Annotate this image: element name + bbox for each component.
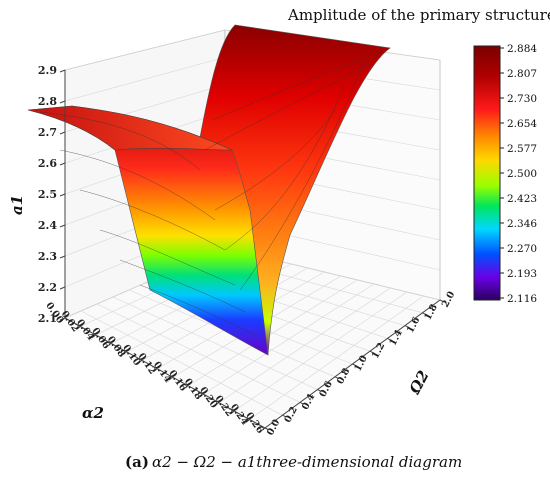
x-tick-mark [183,385,189,390]
surface [27,24,391,356]
mesh-line [214,109,336,211]
colorbar-tick-label: 2.884 [507,43,537,55]
y-tick-mark [404,325,410,329]
mesh-line [204,63,371,151]
z-tick-label: 2.3 [38,250,57,263]
colorbar-tick-label: 2.500 [507,168,537,180]
colorbar-tick-label: 2.346 [507,218,537,230]
x-tick-mark [168,376,173,381]
y-tick-mark [334,376,340,380]
y-tick-mark [317,389,322,393]
z-tick-label: 2.1 [38,312,57,325]
colorbar-tick-label: 2.193 [507,268,537,280]
y-tick-mark [264,427,270,431]
surface-left-top [27,105,233,151]
x-tick-mark [199,393,204,398]
caption: (a) α2 − Ω2 − a1three-dimensional diagra… [125,453,462,471]
mesh-line [224,84,346,251]
mesh-line [39,111,201,171]
z-tick-mark [59,100,66,104]
y-axis-label: Ω2 [405,367,433,397]
y-tick-mark [439,299,445,303]
caption-text: α2 − Ω2 − a1three-dimensional diagram [152,453,462,471]
colorbar-tick-label: 2.654 [507,118,537,130]
mesh-line [119,259,246,313]
z-tick-mark [59,193,66,197]
mesh-line [59,149,216,221]
y-tick-mark [352,363,357,367]
grid-z-left [64,56,226,102]
x-tick-mark [137,359,143,364]
z-tick-label: 2.5 [38,188,57,201]
mesh-line [79,189,226,251]
mesh-line [99,229,236,286]
x-tick-mark [106,342,112,347]
grid-y-floor [96,303,301,403]
x-tick-mark [245,419,250,423]
x-tick-mark [76,326,81,330]
x-tick-mark [60,317,66,322]
y-tick-label: 2.0 [440,289,458,309]
z-tick-label: 2.2 [38,281,57,294]
y-tick-mark [299,401,305,405]
x-tick-mark [260,427,266,432]
y-tick-mark [387,337,392,341]
x-tick-mark [229,410,235,415]
x-axis-label: α2 [82,404,104,422]
y-tick-mark [369,350,375,354]
colorbar-ticks: 2.884 2.807 2.730 2.654 2.577 2.500 2.423 2.346… [500,43,537,305]
colorbar-tick-label: 2.116 [507,293,537,305]
z-tick-label: 2.9 [38,64,57,77]
z-axis-ticks: 2.1 2.2 2.3 2.4 2.5 2.6 2.7 2.8 2.9 [38,64,66,325]
grid-y-floor [80,310,283,416]
x-tick-mark [153,368,158,373]
x-tick-mark [214,402,220,407]
x-tick-mark [122,351,127,356]
z-tick-mark [59,162,66,166]
caption-panel: (a) [125,453,149,471]
y-tick-mark [282,414,287,418]
y-tick-mark [422,312,427,316]
grid-z-left [64,29,226,71]
colorbar-tick-label: 2.577 [507,143,537,155]
z-axis-label: a1 [8,195,26,215]
z-tick-mark [59,131,66,135]
colorbar-tick-label: 2.730 [507,93,537,105]
z-tick-label: 2.7 [38,126,57,139]
z-tick-mark [59,69,66,73]
z-tick-label: 2.4 [38,219,57,232]
mesh-line [139,284,256,336]
mesh-line [211,51,381,121]
z-tick-label: 2.8 [38,95,57,108]
colorbar-tick-label: 2.423 [507,193,537,205]
mesh-line [239,59,366,291]
colorbar-tick-label: 2.807 [507,68,537,80]
z-tick-label: 2.6 [38,157,57,170]
colorbar: 2.884 2.807 2.730 2.654 2.577 2.500 2.423 2.346… [473,43,537,305]
z-tick-mark [59,286,66,290]
x-tick-mark [91,334,97,339]
z-tick-mark [59,255,66,259]
colorbar-tick-label: 2.270 [507,243,537,255]
colorbar-bar [473,45,501,301]
grid-y-floor [112,296,318,390]
z-tick-mark [59,224,66,228]
surface-mesh [39,51,381,336]
chart-title: Amplitude of the primary structure [287,6,550,24]
